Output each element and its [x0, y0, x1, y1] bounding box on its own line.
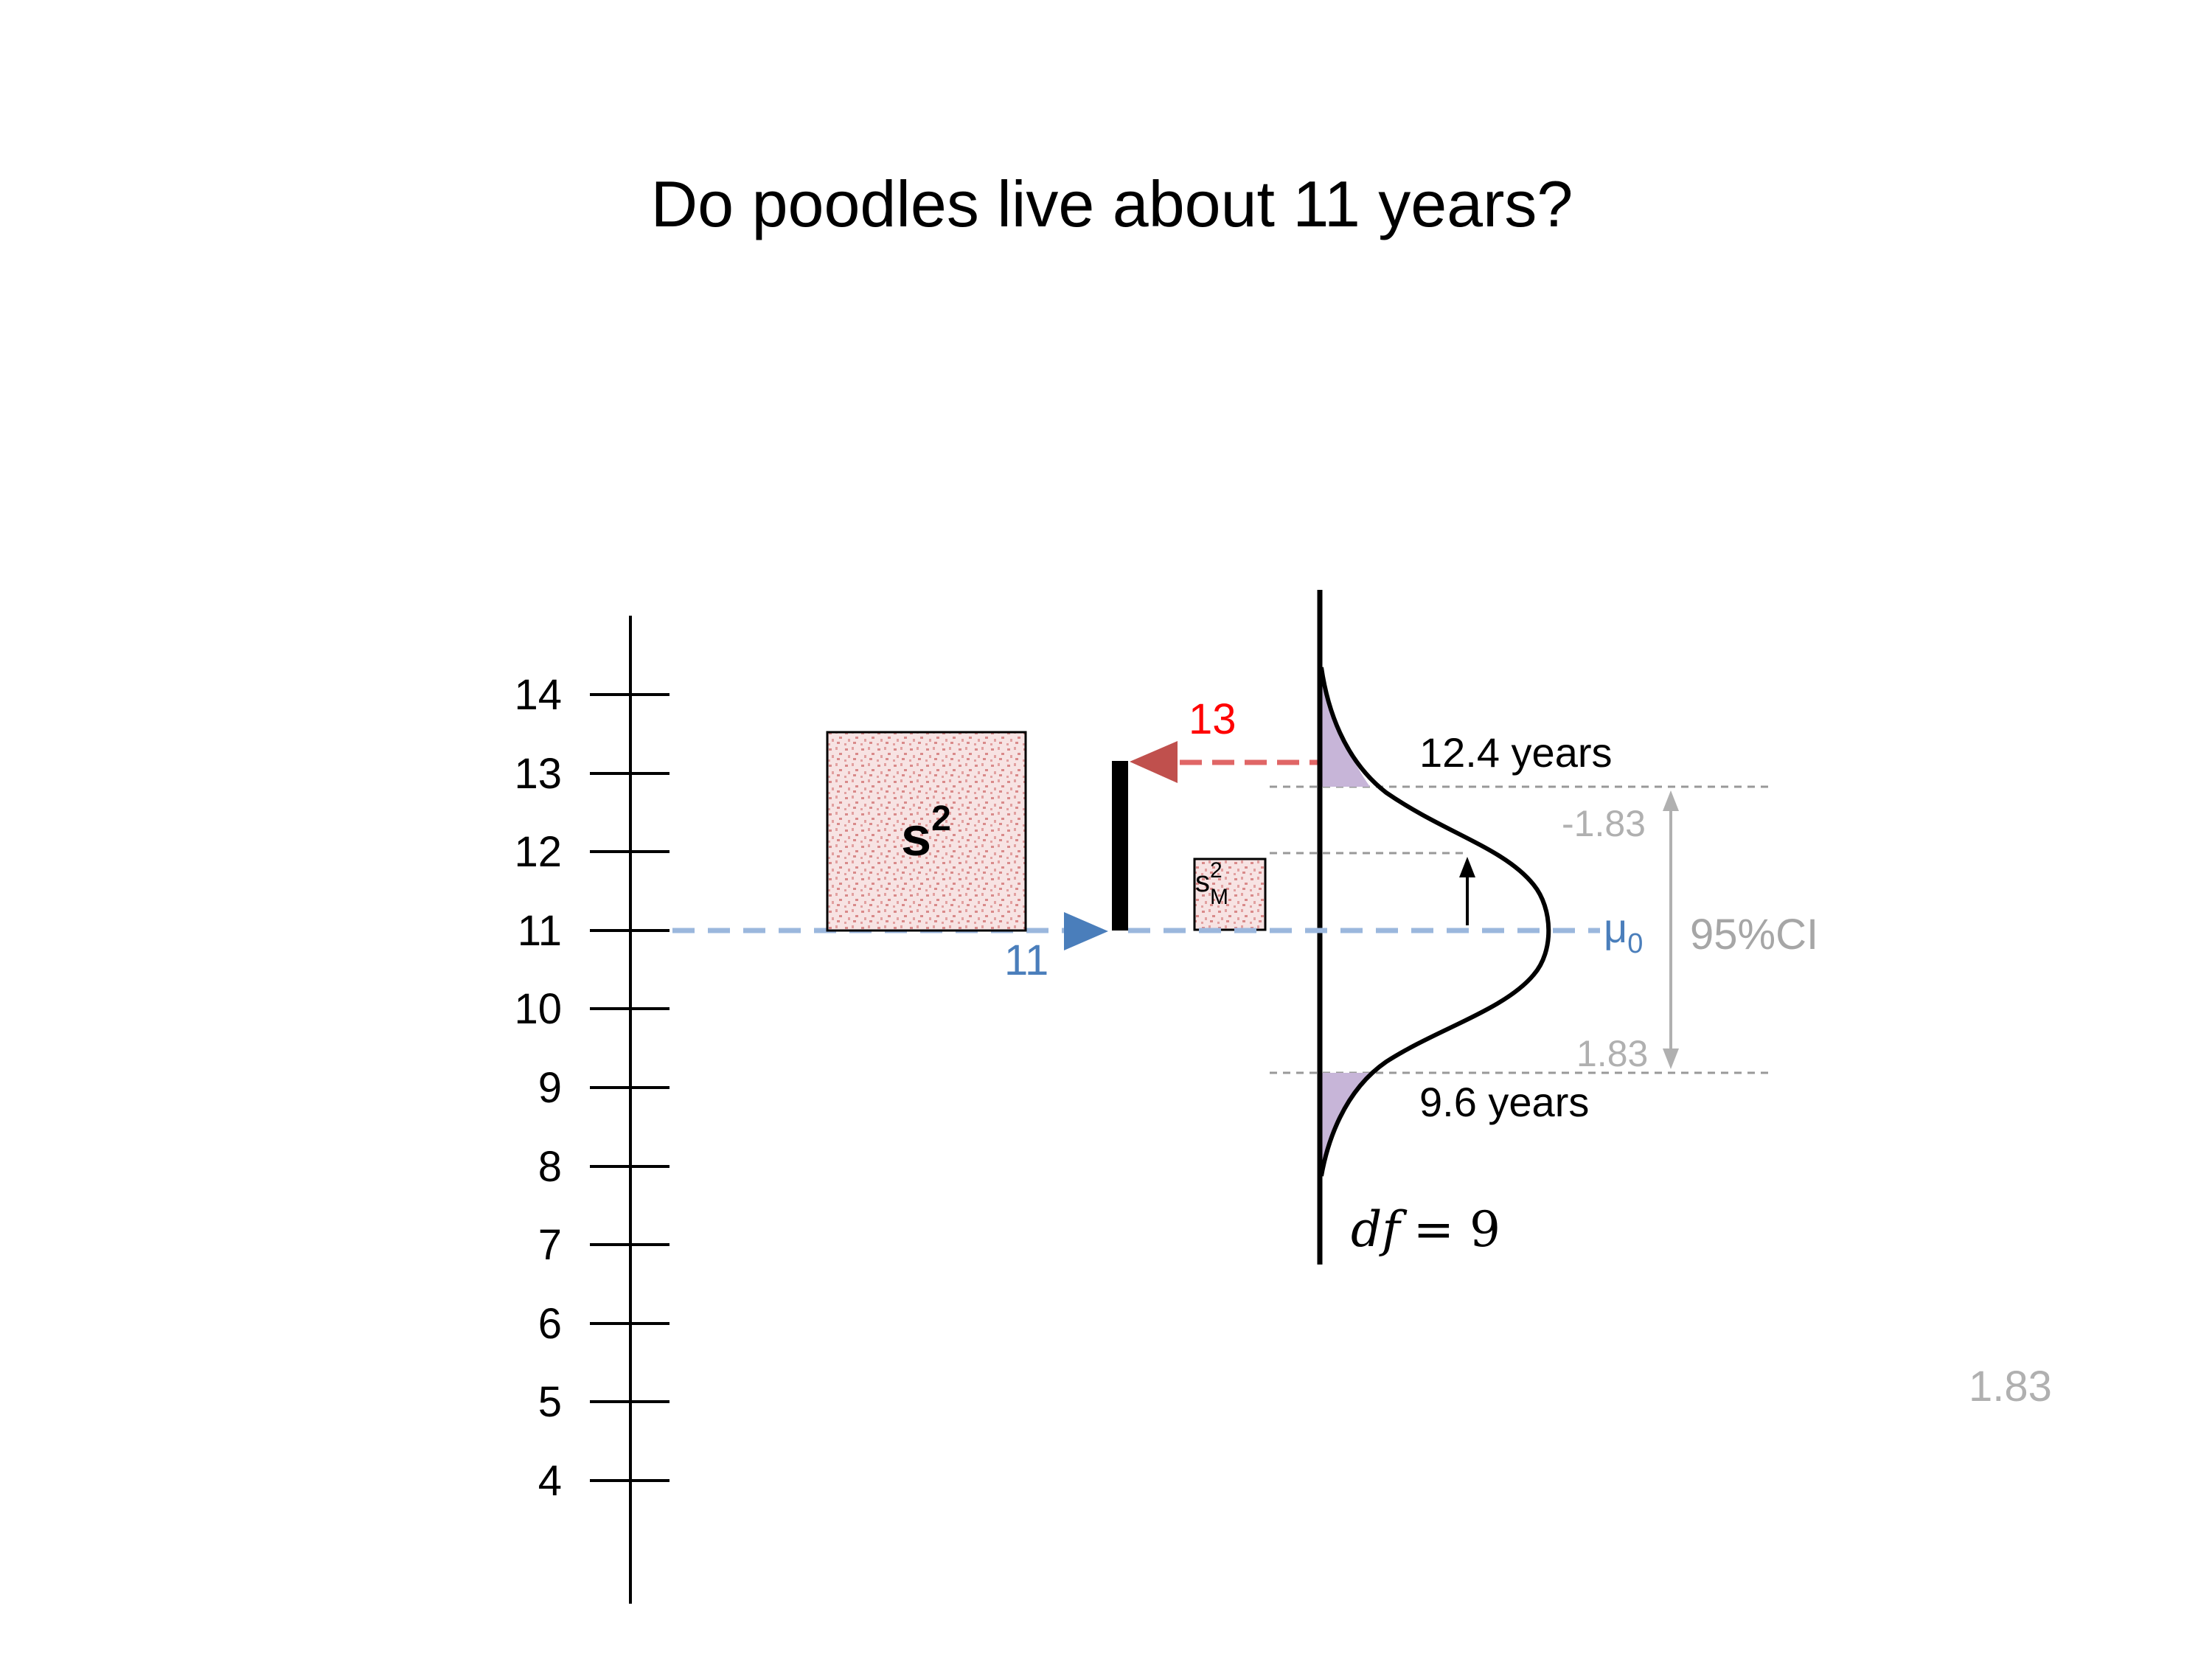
- sample-mean-value: 13: [1189, 695, 1237, 743]
- sem-variance-sup: 2: [1210, 858, 1222, 883]
- ci-arrow-head-up: [1663, 790, 1679, 811]
- sample-variance-box: [826, 731, 1027, 932]
- upper-tail-area: [1321, 667, 1370, 787]
- difference-bar: [1112, 761, 1128, 931]
- y-axis-tick-label: 12: [514, 828, 562, 876]
- y-axis-tick-label: 14: [514, 671, 562, 719]
- y-axis-tick-label: 4: [538, 1457, 562, 1505]
- df-equals: = 9: [1413, 1201, 1500, 1258]
- corner-value: 1.83: [1969, 1363, 2052, 1411]
- y-axis-tick-label: 5: [538, 1378, 562, 1426]
- df-symbol: df: [1351, 1201, 1408, 1258]
- mu0-label: μ0: [1604, 905, 1643, 959]
- lower-t-critical-label: 1.83: [1576, 1033, 1648, 1074]
- mu0-base: μ: [1604, 905, 1627, 951]
- y-axis-ticks: 14 13 12 11 10 9 8 7 6 5 4: [514, 671, 669, 1505]
- sample-variance-sup: 2: [931, 799, 951, 838]
- y-axis-tick-label: 9: [538, 1064, 562, 1112]
- y-axis-tick-label: 6: [538, 1300, 562, 1348]
- df-label: df = 9: [1351, 1201, 1500, 1258]
- upper-bound-label: 12.4 years: [1419, 729, 1613, 776]
- sem-variance-label: s 2 M: [1195, 852, 1231, 909]
- lower-bound-label: 9.6 years: [1419, 1079, 1589, 1125]
- lower-tail-area: [1321, 1073, 1370, 1176]
- y-axis-tick-label: 10: [514, 985, 562, 1033]
- y-axis-tick-label: 11: [518, 907, 562, 955]
- upper-t-critical-label: -1.83: [1562, 803, 1646, 844]
- ci-arrow-head-down: [1663, 1048, 1679, 1069]
- sample-variance-label: s2: [901, 799, 951, 867]
- null-mean-value: 11: [1004, 936, 1048, 984]
- null-mean-arrowhead: [1064, 912, 1108, 950]
- sem-variance-sub: M: [1210, 885, 1228, 909]
- shift-arrow-head: [1459, 857, 1475, 877]
- y-axis-tick-label: 13: [514, 750, 562, 798]
- sem-variance-base: s: [1195, 866, 1210, 898]
- sem-variance-box: [1193, 858, 1267, 931]
- y-axis-tick-label: 7: [538, 1221, 562, 1269]
- t-distribution-curve: [1319, 667, 1551, 1177]
- sample-mean-arrowhead: [1130, 741, 1178, 783]
- y-axis-tick-label: 8: [538, 1143, 562, 1191]
- sample-variance-base: s: [901, 806, 931, 867]
- page-title: Do poodles live about 11 years?: [650, 167, 1573, 240]
- mu0-sub: 0: [1627, 928, 1643, 959]
- ci-label: 95%CI: [1690, 911, 1818, 959]
